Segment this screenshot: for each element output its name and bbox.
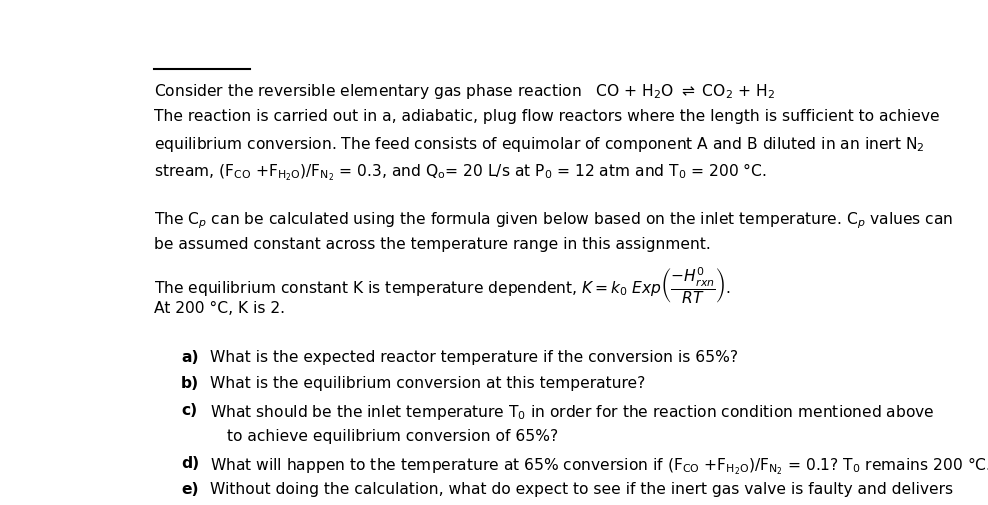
Text: Consider the reversible elementary gas phase reaction   CO + H$_2$O $\rightlefth: Consider the reversible elementary gas p… (154, 82, 776, 101)
Text: c): c) (181, 402, 198, 417)
Text: Without doing the calculation, what do expect to see if the inert gas valve is f: Without doing the calculation, what do e… (210, 481, 953, 496)
Text: The reaction is carried out in a, adiabatic, plug flow reactors where the length: The reaction is carried out in a, adiaba… (154, 109, 940, 123)
Text: equilibrium conversion. The feed consists of equimolar of component A and B dilu: equilibrium conversion. The feed consist… (154, 135, 925, 154)
Text: a): a) (181, 349, 199, 364)
Text: be assumed constant across the temperature range in this assignment.: be assumed constant across the temperatu… (154, 237, 711, 251)
Text: b): b) (181, 376, 200, 390)
Text: What should be the inlet temperature T$_0$ in order for the reaction condition m: What should be the inlet temperature T$_… (210, 402, 935, 421)
Text: What will happen to the temperature at 65% conversion if (F$_{\mathrm{CO}}$ +F$_: What will happen to the temperature at 6… (210, 455, 988, 476)
Text: At 200 °C, K is 2.: At 200 °C, K is 2. (154, 300, 286, 315)
Text: e): e) (181, 481, 199, 496)
Text: What is the expected reactor temperature if the conversion is 65%?: What is the expected reactor temperature… (210, 349, 738, 364)
Text: stream, (F$_{\mathrm{CO}}$ +F$_{\mathrm{H_2O}}$)/F$_{\mathrm{N_2}}$ = 0.3, and Q: stream, (F$_{\mathrm{CO}}$ +F$_{\mathrm{… (154, 161, 767, 183)
Text: The C$_p$ can be calculated using the formula given below based on the inlet tem: The C$_p$ can be calculated using the fo… (154, 210, 953, 231)
Text: What is the equilibrium conversion at this temperature?: What is the equilibrium conversion at th… (210, 376, 645, 390)
Text: The equilibrium constant K is temperature dependent, $K = k_0\ \mathit{Exp}\left: The equilibrium constant K is temperatur… (154, 266, 731, 306)
Text: d): d) (181, 455, 200, 470)
Text: to achieve equilibrium conversion of 65%?: to achieve equilibrium conversion of 65%… (227, 428, 558, 443)
